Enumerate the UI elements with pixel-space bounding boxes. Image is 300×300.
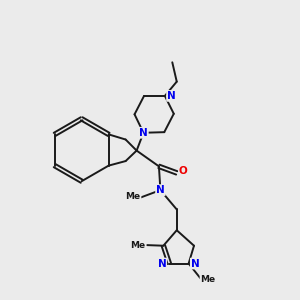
Text: Me: Me — [125, 192, 141, 201]
Text: N: N — [139, 128, 148, 138]
Text: N: N — [158, 259, 166, 269]
Text: Me: Me — [130, 241, 146, 250]
Text: O: O — [179, 167, 188, 176]
Text: N: N — [191, 259, 200, 269]
Text: N: N — [167, 91, 176, 101]
Text: N: N — [156, 185, 165, 195]
Text: Me: Me — [200, 275, 215, 284]
